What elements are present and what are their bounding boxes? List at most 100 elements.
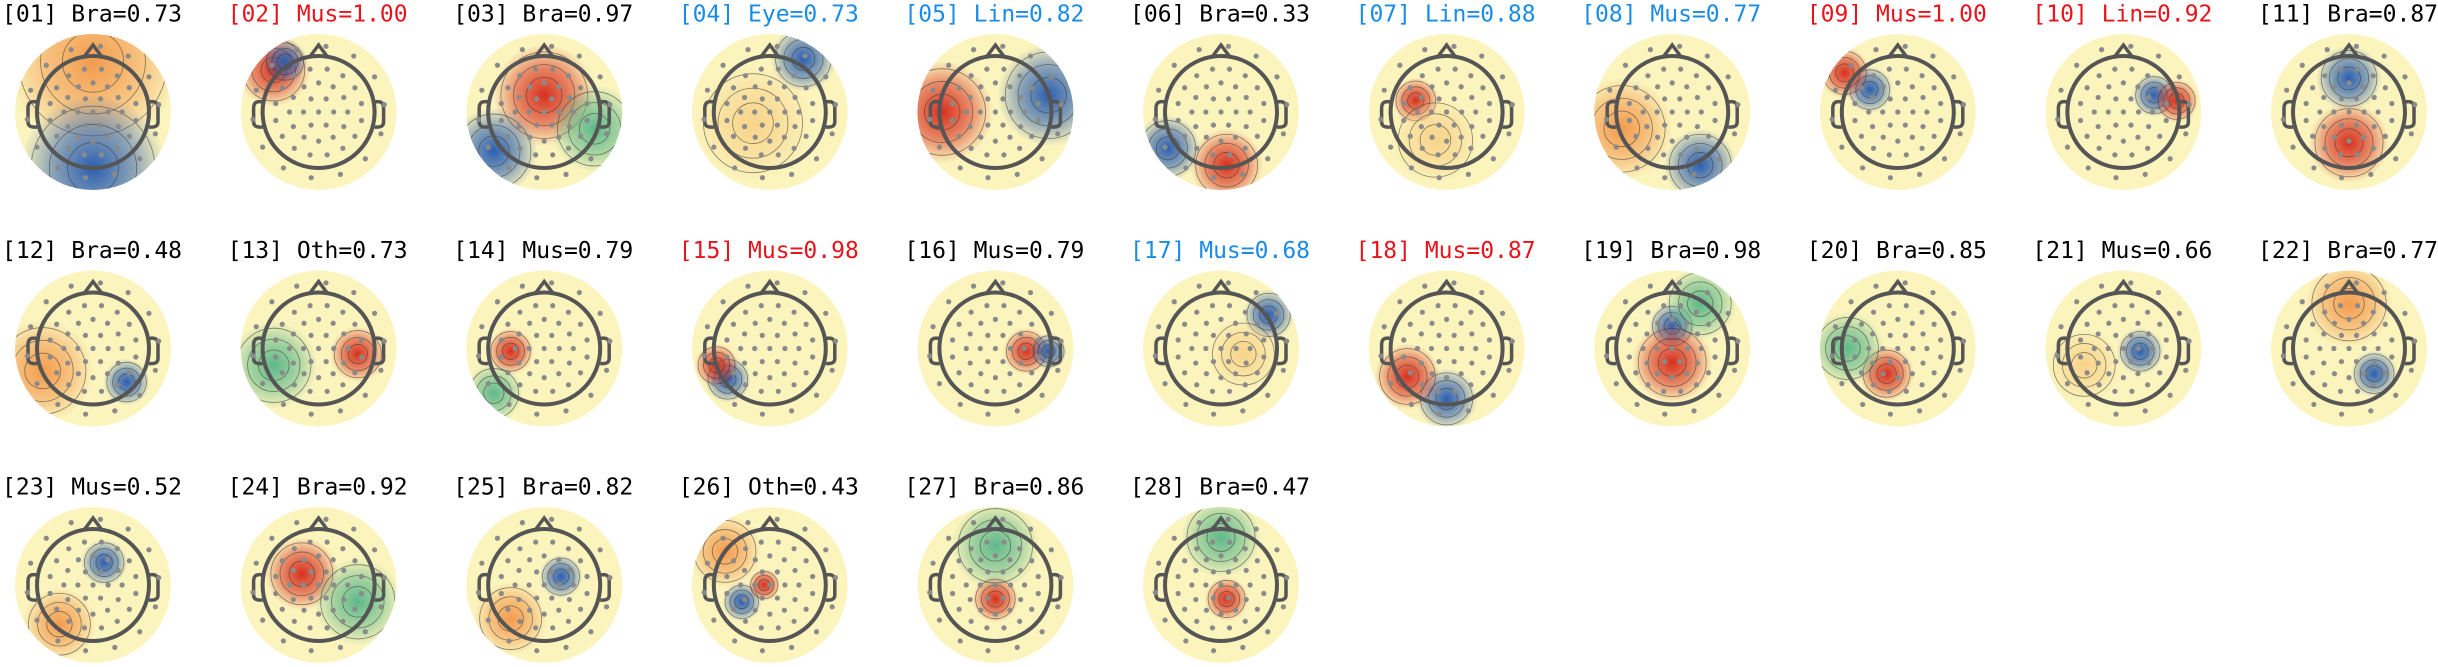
electrode bbox=[2106, 134, 2112, 140]
electrode bbox=[2155, 289, 2162, 296]
electrode bbox=[1017, 546, 1023, 552]
electrode bbox=[957, 638, 963, 644]
electrode bbox=[963, 109, 969, 115]
electrode bbox=[90, 582, 96, 588]
electrode bbox=[65, 331, 71, 337]
nose bbox=[533, 42, 555, 59]
electrode bbox=[936, 617, 943, 623]
component-label: [09] Mus=1.00 bbox=[1807, 2, 1987, 28]
electrode bbox=[2311, 165, 2317, 171]
ear-right bbox=[1276, 572, 1288, 602]
component-label: [14] Mus=0.79 bbox=[453, 238, 633, 264]
electrode bbox=[1654, 345, 1660, 352]
electrode bbox=[1253, 289, 1259, 296]
electrode bbox=[519, 520, 525, 526]
electrode bbox=[1401, 354, 1407, 360]
electrode bbox=[1860, 165, 1866, 171]
electrode bbox=[534, 96, 540, 102]
electrode bbox=[1655, 84, 1661, 90]
electrode bbox=[730, 606, 737, 612]
electrode bbox=[2382, 133, 2388, 139]
electrode bbox=[1622, 299, 1629, 305]
electrode bbox=[341, 596, 347, 603]
electrode bbox=[1662, 358, 1668, 365]
contour-line bbox=[917, 81, 974, 143]
ear-left bbox=[477, 572, 489, 602]
electrode bbox=[115, 331, 121, 337]
electrode bbox=[2371, 94, 2377, 101]
electrode bbox=[1705, 321, 1712, 327]
electrode bbox=[1418, 331, 1424, 337]
activation-blob bbox=[1632, 322, 1713, 403]
electrode bbox=[137, 629, 143, 635]
contour-line bbox=[729, 589, 754, 614]
electrode bbox=[1887, 96, 1893, 102]
electrode bbox=[498, 117, 504, 124]
electrode bbox=[1887, 332, 1893, 339]
electrode bbox=[82, 122, 89, 128]
electrode bbox=[1243, 596, 1249, 603]
electrode bbox=[1887, 122, 1893, 128]
electrode bbox=[517, 618, 523, 624]
electrode bbox=[2381, 53, 2387, 59]
electrode bbox=[2129, 303, 2135, 309]
electrode bbox=[2128, 96, 2134, 102]
electrode bbox=[1480, 85, 1486, 91]
electrode bbox=[1858, 133, 1865, 139]
electrode bbox=[512, 109, 518, 115]
contour-line bbox=[1387, 356, 1428, 397]
electrode bbox=[802, 526, 808, 532]
electrode bbox=[1938, 354, 1944, 360]
electrode bbox=[517, 73, 523, 79]
electrode bbox=[527, 320, 533, 326]
electrode bbox=[115, 596, 121, 603]
electrode bbox=[810, 354, 816, 360]
electrode bbox=[358, 100, 365, 107]
electrode bbox=[97, 595, 104, 601]
nose bbox=[533, 515, 555, 532]
electrode bbox=[927, 116, 933, 122]
electrode bbox=[1203, 607, 1210, 613]
electrode bbox=[2095, 123, 2101, 130]
electrode bbox=[1254, 85, 1260, 91]
electrode bbox=[1626, 100, 1632, 107]
ear-left bbox=[928, 336, 940, 366]
electrode bbox=[1242, 73, 1248, 79]
ear-right bbox=[374, 336, 386, 366]
electrode bbox=[1247, 345, 1253, 352]
ear-left bbox=[251, 99, 263, 129]
electrode bbox=[563, 171, 569, 177]
electrode bbox=[47, 590, 53, 597]
activation-blob bbox=[1207, 317, 1280, 391]
electrode bbox=[90, 375, 96, 381]
activation-blob bbox=[748, 568, 781, 602]
electrode bbox=[789, 171, 795, 177]
electrode bbox=[2331, 320, 2338, 326]
electrode bbox=[1852, 337, 1858, 343]
electrode bbox=[516, 596, 522, 603]
electrode bbox=[1669, 345, 1675, 352]
electrode bbox=[1284, 338, 1290, 344]
nose bbox=[1661, 278, 1683, 295]
electrode bbox=[1429, 134, 1435, 140]
electrode bbox=[1662, 175, 1668, 181]
contour-line bbox=[578, 113, 611, 145]
electrode bbox=[1000, 332, 1006, 339]
electrode bbox=[1852, 100, 1858, 107]
ear-right bbox=[1953, 336, 1965, 366]
ear-right bbox=[1727, 99, 1739, 129]
electrode bbox=[2299, 299, 2305, 305]
electrode bbox=[2128, 122, 2134, 128]
contour-line bbox=[1835, 63, 1854, 83]
electrode bbox=[1919, 145, 1925, 151]
ear-right bbox=[148, 99, 160, 129]
head-outline bbox=[260, 290, 377, 407]
electrode bbox=[548, 280, 555, 286]
electrode bbox=[112, 408, 118, 414]
electrode bbox=[1018, 596, 1024, 603]
electrode bbox=[308, 411, 314, 417]
head-outline bbox=[1163, 54, 1279, 170]
electrode bbox=[316, 582, 322, 588]
electrode bbox=[1895, 316, 1901, 322]
electrode bbox=[1000, 595, 1006, 601]
